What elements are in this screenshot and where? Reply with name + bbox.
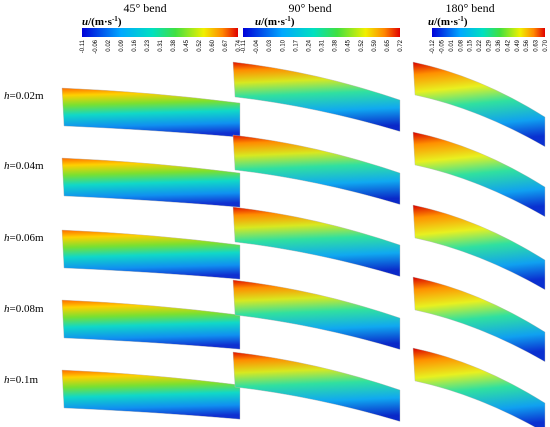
colorbar-tick-label: 0.63 — [534, 39, 540, 51]
colorbar-tick-label: 0.17 — [293, 39, 299, 51]
colorbar-tick-label: 0.36 — [496, 39, 502, 51]
row-symbol: h — [4, 232, 10, 244]
colorbar-tick-label: -0.11 — [241, 39, 247, 53]
column-title: 90° bend — [288, 1, 331, 15]
velocity-contour — [232, 279, 401, 350]
velocity-contour — [412, 204, 546, 291]
colorbar-tick-label: 0.15 — [468, 39, 474, 51]
unit-close: ) — [464, 16, 468, 28]
colorbar-tick-label: 0.56 — [524, 39, 530, 51]
velocity-contour — [412, 347, 546, 427]
unit-exponent: -1 — [112, 15, 118, 23]
row-value: =0.06m — [10, 232, 44, 244]
row-value: =0.1m — [10, 374, 39, 386]
row-label: h=0.02m — [4, 90, 44, 102]
colorbar-tick-label: 0.02 — [106, 39, 112, 51]
row-symbol: h — [4, 90, 10, 102]
row-symbol: h — [4, 374, 10, 386]
row-symbol: h — [4, 160, 10, 172]
colorbar-tick-label: 0.31 — [320, 39, 326, 51]
colorbar-tick-label: -0.12 — [430, 39, 436, 53]
velocity-contour — [232, 134, 401, 205]
colorbar-tick-label: -0.04 — [254, 39, 260, 53]
colorbar-tick-label: 0.49 — [515, 39, 521, 51]
colorbar-tick-label: 0.09 — [119, 39, 125, 51]
column-title: 45° bend — [123, 1, 166, 15]
velocity-contour — [412, 61, 546, 148]
unit-close: ) — [291, 16, 295, 28]
unit-exponent: -1 — [458, 15, 464, 23]
colorbar-tick-label: 0.67 — [223, 39, 229, 51]
velocity-contour — [412, 131, 546, 218]
velocity-contour — [61, 229, 241, 280]
column-title: 180° bend — [445, 1, 494, 15]
colorbar-tick-label: 0.31 — [158, 39, 164, 51]
colorbar-tick-label: 0.74 — [236, 39, 242, 51]
velocity-contour — [232, 206, 401, 277]
row-value: =0.02m — [10, 90, 44, 102]
colorbar-tick-label: 0.08 — [458, 39, 464, 51]
row-value: =0.08m — [10, 303, 44, 315]
velocity-contour — [61, 369, 241, 420]
velocity-contour — [232, 61, 401, 132]
colorbar-tick-label: 0.52 — [197, 39, 203, 51]
velocity-contour — [232, 351, 401, 422]
colorbar-tick-label: 0.29 — [487, 39, 493, 51]
row-label: h=0.04m — [4, 160, 44, 172]
unit-text: /(m·s — [87, 16, 113, 28]
unit-symbol: u — [82, 16, 88, 28]
unit-text: /(m·s — [433, 16, 459, 28]
colorbar-tick-label: 0.45 — [346, 39, 352, 51]
colorbar — [82, 28, 238, 37]
colorbar-tick-label: -0.05 — [439, 39, 445, 53]
unit-close: ) — [118, 16, 122, 28]
unit-label: u/(m·s-1) — [82, 15, 122, 28]
colorbar-tick-label: -0.11 — [80, 39, 86, 53]
unit-label: u/(m·s-1) — [428, 15, 468, 28]
unit-label: u/(m·s-1) — [255, 15, 295, 28]
colorbar-tick-label: 0.10 — [280, 39, 286, 51]
colorbar-tick-label: 0.52 — [359, 39, 365, 51]
colorbar-tick-label: 0.22 — [477, 39, 483, 51]
colorbar-tick-label: 0.60 — [210, 39, 216, 51]
row-label: h=0.06m — [4, 232, 44, 244]
row-label: h=0.08m — [4, 303, 44, 315]
colorbar — [432, 28, 545, 37]
colorbar-tick-label: -0.06 — [93, 39, 99, 53]
row-value: =0.04m — [10, 160, 44, 172]
colorbar-tick-label: 0.59 — [372, 39, 378, 51]
velocity-contour — [61, 157, 241, 208]
velocity-contour — [61, 299, 241, 350]
colorbar — [243, 28, 400, 37]
colorbar-tick-label: 0.23 — [145, 39, 151, 51]
colorbar-tick-label: 0.38 — [171, 39, 177, 51]
velocity-contour — [412, 276, 546, 363]
colorbar-tick-label: 0.45 — [184, 39, 190, 51]
unit-symbol: u — [255, 16, 261, 28]
unit-symbol: u — [428, 16, 434, 28]
colorbar-tick-label: 0.03 — [267, 39, 273, 51]
colorbar-tick-label: 0.16 — [132, 39, 138, 51]
unit-exponent: -1 — [285, 15, 291, 23]
unit-text: /(m·s — [260, 16, 286, 28]
colorbar-tick-label: 0.70 — [543, 39, 549, 51]
colorbar-tick-label: 0.72 — [398, 39, 404, 51]
colorbar-tick-label: 0.24 — [306, 39, 312, 51]
colorbar-tick-label: 0.01 — [449, 39, 455, 51]
row-symbol: h — [4, 303, 10, 315]
colorbar-tick-label: 0.65 — [385, 39, 391, 51]
velocity-contour — [61, 87, 241, 138]
colorbar-tick-label: 0.42 — [505, 39, 511, 51]
row-label: h=0.1m — [4, 374, 38, 386]
colorbar-tick-label: 0.38 — [333, 39, 339, 51]
